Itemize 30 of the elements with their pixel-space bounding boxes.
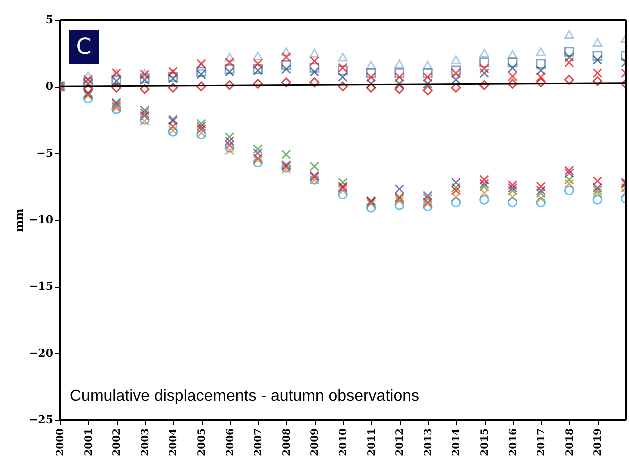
x-tick-label: 2002	[112, 428, 124, 456]
x-tick-label: 2016	[508, 428, 520, 456]
x-tick-label: 2006	[225, 428, 236, 456]
y-tick-label: −15	[28, 280, 54, 294]
y-tick-label: 5	[46, 14, 54, 26]
x-tick-label: 2018	[564, 428, 576, 456]
x-tick-label: 2007	[254, 428, 265, 456]
x-tick-label: 2005	[197, 428, 208, 456]
x-tick-label: 2015	[480, 428, 491, 456]
y-tick-label: −5	[36, 146, 54, 160]
y-tick-label: 0	[46, 80, 54, 94]
x-tick-label: 2009	[310, 428, 322, 456]
y-tick-label: −20	[28, 346, 54, 360]
x-tick-label: 2012	[395, 428, 406, 456]
x-tick-label: 2019	[593, 428, 604, 456]
x-tick-label: 2004	[168, 428, 180, 456]
x-tick-label: 2017	[536, 428, 548, 456]
x-tick-label: 2003	[140, 428, 152, 456]
x-tick-label: 2013	[423, 428, 434, 456]
y-tick-label: −25	[28, 414, 54, 426]
x-tick-label: 2014	[452, 428, 463, 456]
x-tick-label: 2001	[84, 428, 95, 456]
x-tick-label: 2010	[338, 428, 350, 456]
x-tick-label: 2008	[282, 428, 293, 456]
annotation: C	[76, 35, 92, 60]
annotation: Cumulative displacements - autumn observations	[70, 388, 420, 405]
y-tick-label: −10	[28, 214, 54, 226]
x-tick-label: 2000	[56, 428, 66, 456]
y-axis-title: mm	[12, 208, 26, 232]
x-tick-label: 2011	[366, 428, 378, 456]
